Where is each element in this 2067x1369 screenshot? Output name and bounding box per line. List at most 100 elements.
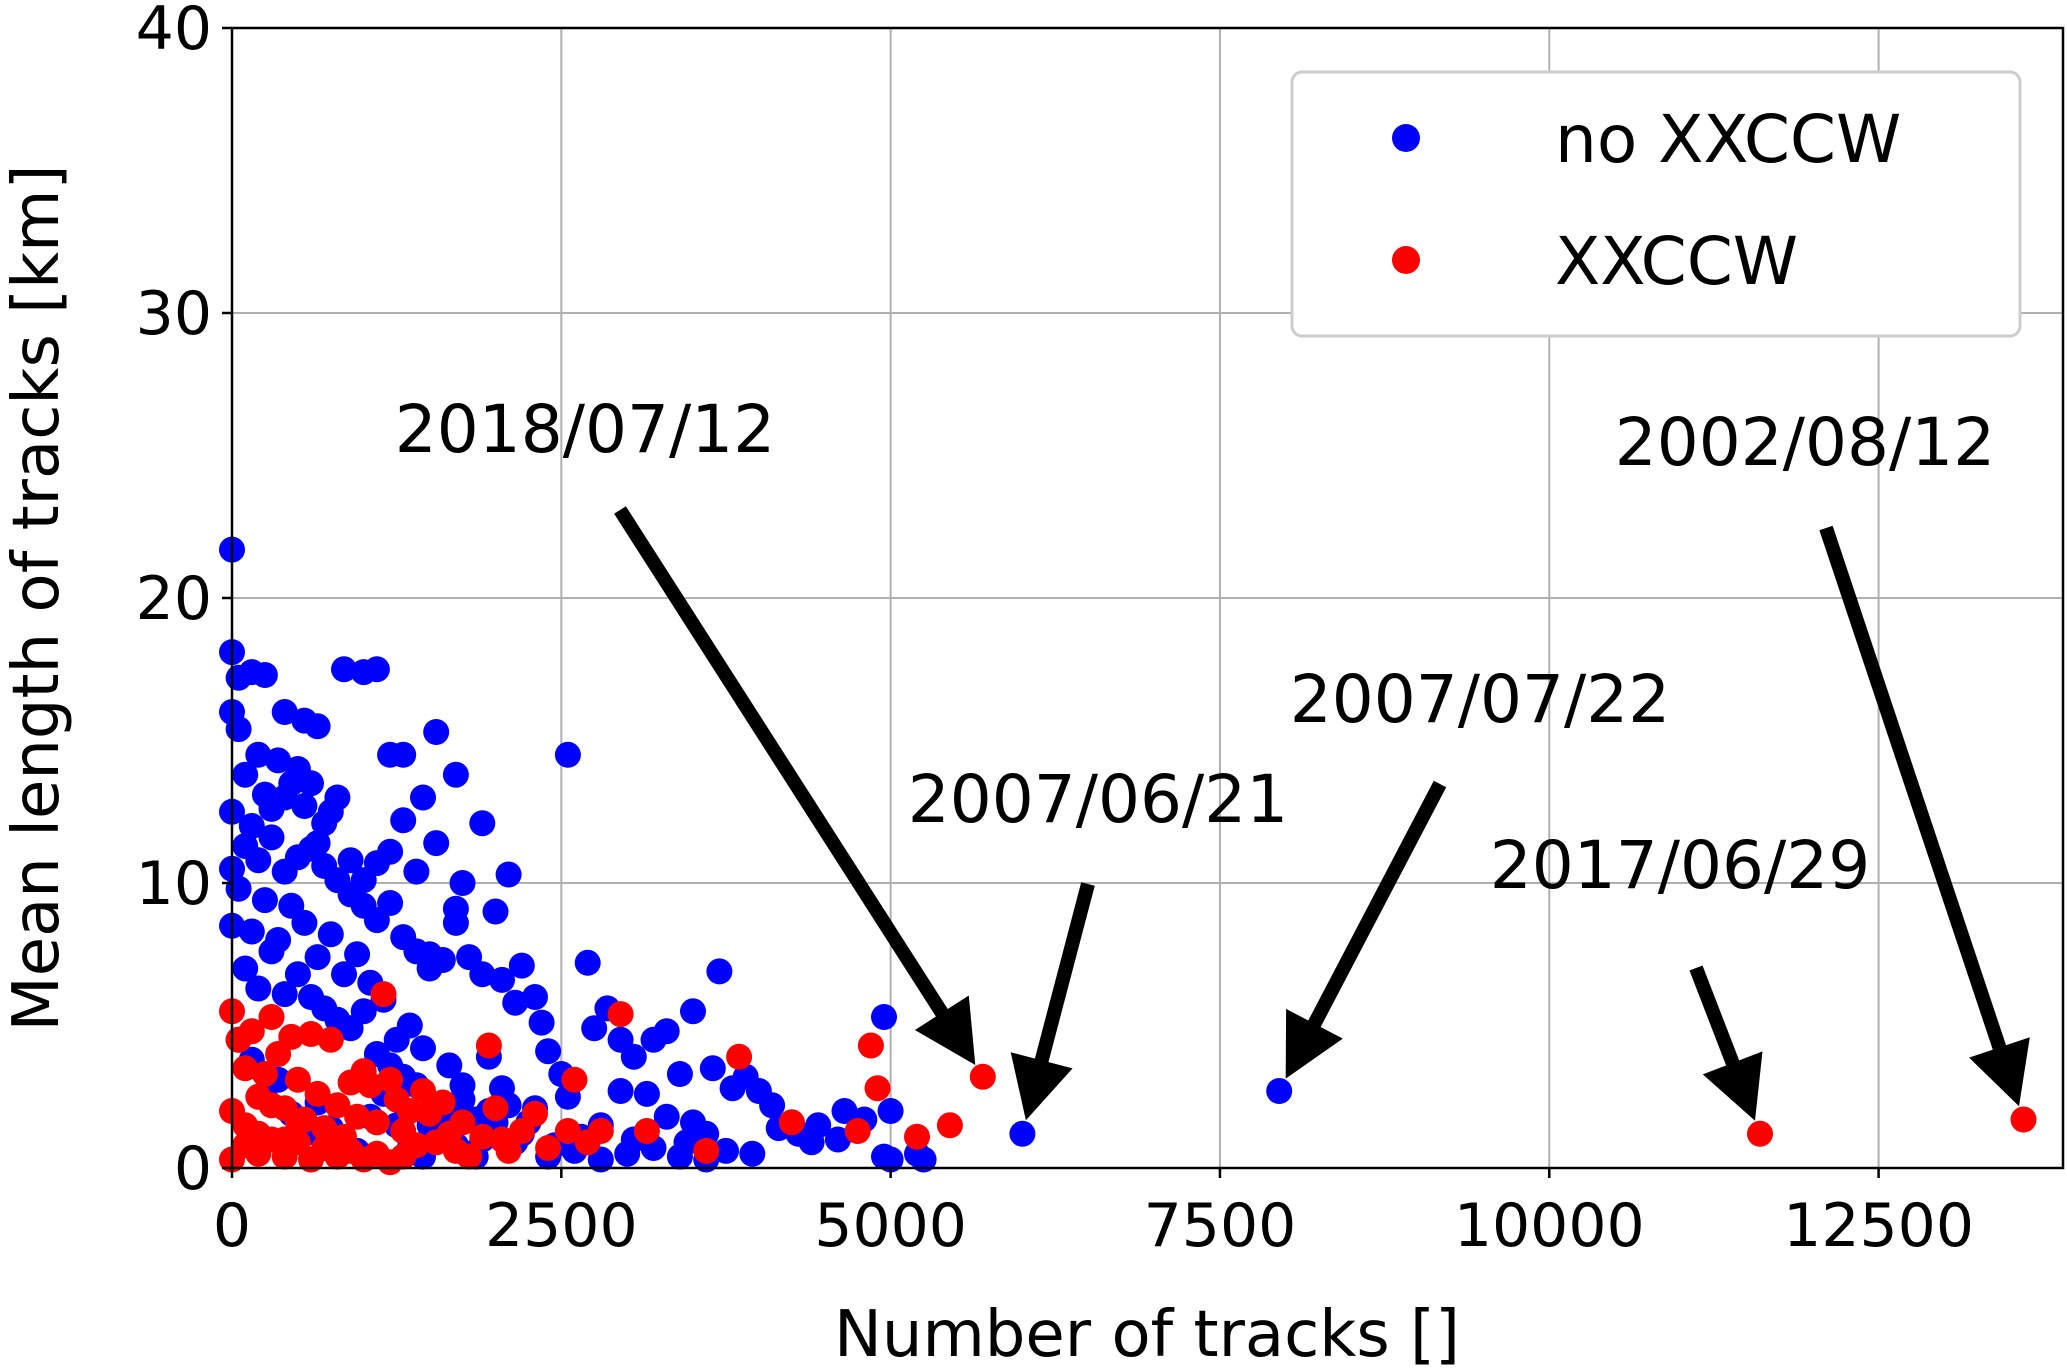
x-tick-label: 7500 [1144,1191,1297,1261]
data-point [778,1109,805,1136]
data-point [666,1061,693,1087]
annotation-label: 2017/06/29 [1490,827,1870,904]
data-point [535,1038,562,1065]
axis-ticks: 0 2500 5000 7500 10000 12500 0 10 20 30 40 [136,0,1974,1261]
data-point [311,810,338,837]
data-point [251,662,278,688]
data-point [713,1137,739,1164]
data-point [528,1009,555,1036]
data-point [238,1018,265,1045]
annotation-arrow-shaft [1819,525,2008,1054]
data-point [304,944,331,971]
data-point [554,741,581,768]
annotation-arrow-shaft [614,506,950,1020]
data-point [245,847,272,874]
data-point [489,966,515,993]
x-tick-label: 5000 [814,1191,967,1261]
data-point [522,1100,548,1127]
data-point [436,1052,463,1079]
data-point [324,867,351,894]
annotation-arrow-head [1010,1052,1073,1121]
legend-marker-xxccw [1392,246,1420,274]
data-point [278,892,305,919]
data-point [232,955,259,982]
annotation-label: 2018/07/12 [395,391,775,468]
data-point [449,1086,476,1113]
data-point [423,830,450,857]
data-point [508,952,535,979]
data-point [284,1066,311,1093]
data-point [370,981,397,1008]
legend: no XXCCW XXCCW [1290,70,2022,338]
data-point [607,1078,634,1104]
annotation-label: 2007/07/22 [1290,661,1670,738]
data-point [265,747,292,774]
data-point [363,656,390,683]
data-point [344,941,371,968]
data-point [377,890,404,916]
data-point [469,810,496,837]
data-point [653,1018,680,1045]
data-point [614,1140,641,1167]
data-point [429,1089,456,1116]
annotation-arrow-head [1285,1008,1343,1079]
annotation-arrow-shaft [1689,965,1741,1070]
data-point [482,898,509,925]
data-point [331,656,357,683]
data-point [574,949,601,976]
data-point [857,1032,884,1059]
data-point [936,1112,963,1139]
data-point [475,1032,502,1059]
data-point [495,1137,522,1164]
annotation-arrow-head [914,995,976,1065]
data-point [831,1098,858,1124]
data-point [904,1123,930,1150]
data-point [271,699,298,725]
data-point [502,989,529,1016]
data-point [238,918,265,945]
data-point [706,958,733,985]
data-point [633,1080,660,1107]
data-point [1009,1120,1036,1147]
data-point [2010,1106,2037,1133]
data-point [844,1118,871,1144]
data-point [699,1055,726,1082]
legend-box [1290,70,2022,338]
data-point [344,1103,371,1130]
data-point [410,1078,436,1104]
data-point [877,1146,904,1173]
data-point [423,719,450,745]
data-point [383,1026,410,1053]
data-point [522,984,548,1010]
x-tick-label: 10000 [1454,1191,1645,1261]
data-point [232,761,259,788]
annotation-arrow-shaft [1306,780,1447,1031]
data-point [693,1137,720,1164]
data-point [969,1063,996,1090]
data-point [258,824,285,851]
annotation-arrow-head [1969,1037,2030,1107]
legend-marker-no-xxccw [1392,124,1420,152]
data-point [653,1103,680,1130]
data-point [1266,1078,1293,1104]
y-tick-label: 10 [136,849,212,919]
data-point [284,1109,311,1136]
data-point [449,1109,476,1136]
data-point [350,998,377,1025]
data-point [245,1120,272,1147]
data-point [871,1004,897,1030]
data-point [271,981,298,1008]
data-point [449,870,476,896]
data-point [238,813,265,839]
annotation: 2007/07/22 [1285,661,1670,1079]
data-point [666,1143,693,1170]
data-point [633,1118,660,1144]
data-point [469,1123,496,1150]
data-point [739,1140,766,1167]
data-point [442,909,469,936]
data-point [390,1143,417,1170]
annotation: 2018/07/12 [395,391,976,1065]
data-point [535,1135,562,1161]
